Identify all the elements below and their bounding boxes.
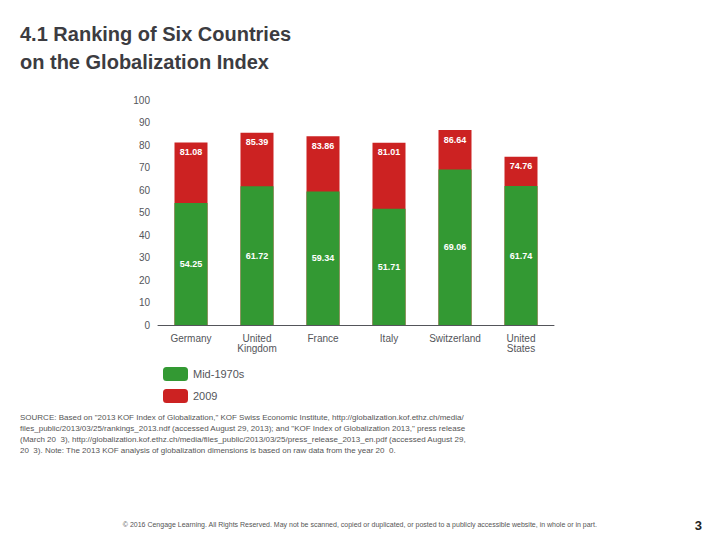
svg-text:60: 60: [139, 185, 151, 196]
svg-text:80: 80: [139, 140, 151, 151]
svg-text:50: 50: [139, 207, 151, 218]
svg-text:40: 40: [139, 230, 151, 241]
svg-text:(March 20 3), http://globaliz: (March 20 3), http://globalization.kof.e…: [20, 435, 466, 444]
svg-text:Kingdom: Kingdom: [237, 343, 276, 354]
svg-text:70: 70: [139, 162, 151, 173]
svg-text:100: 100: [133, 95, 150, 106]
svg-text:90: 90: [139, 117, 151, 128]
svg-text:74.76: 74.76: [510, 161, 533, 171]
svg-text:51.71: 51.71: [378, 262, 401, 272]
svg-text:81.01: 81.01: [378, 147, 401, 157]
svg-text:3: 3: [695, 518, 702, 533]
svg-text:Switzerland: Switzerland: [429, 333, 481, 344]
svg-text:61.74: 61.74: [510, 251, 533, 261]
svg-text:2009: 2009: [193, 390, 217, 402]
svg-text:SOURCE: Based on "2013 KOF Ind: SOURCE: Based on "2013 KOF Index of Glob…: [20, 413, 464, 422]
svg-text:0: 0: [144, 320, 150, 331]
svg-text:69.06: 69.06: [444, 242, 467, 252]
svg-text:on the Globalization Index: on the Globalization Index: [20, 51, 269, 73]
svg-text:4.1 Ranking of Six Countries: 4.1 Ranking of Six Countries: [20, 23, 291, 45]
svg-text:United: United: [242, 332, 272, 344]
svg-text:61.72: 61.72: [246, 251, 269, 261]
svg-text:© 2016 Cengage Learning. All R: © 2016 Cengage Learning. All Rights Rese…: [123, 521, 597, 529]
svg-text:United: United: [506, 332, 536, 344]
svg-text:10: 10: [139, 297, 151, 308]
svg-text:30: 30: [139, 252, 151, 263]
svg-text:States: States: [507, 343, 535, 354]
svg-text:59.34: 59.34: [312, 253, 335, 263]
svg-text:files_public/2013/03/25/rankin: files_public/2013/03/25/rankings_2013.nd…: [20, 424, 466, 433]
svg-text:86.64: 86.64: [444, 135, 467, 145]
svg-text:20 3). Note: The 2013 KOF ana: 20 3). Note: The 2013 KOF analysis of gl…: [20, 446, 396, 455]
svg-text:54.25: 54.25: [180, 259, 203, 269]
svg-text:81.08: 81.08: [180, 147, 203, 157]
svg-text:20: 20: [139, 275, 151, 286]
svg-text:83.86: 83.86: [312, 141, 335, 151]
svg-text:France: France: [307, 333, 339, 344]
svg-text:Mid-1970s: Mid-1970s: [193, 368, 245, 380]
svg-text:85.39: 85.39: [246, 137, 269, 147]
svg-text:Germany: Germany: [170, 333, 211, 344]
svg-text:Italy: Italy: [380, 333, 398, 344]
